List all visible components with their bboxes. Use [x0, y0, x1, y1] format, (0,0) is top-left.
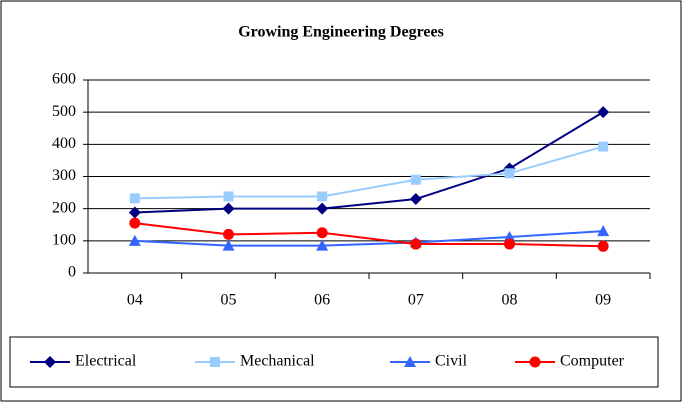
- marker: [316, 202, 329, 215]
- y-tick-label: 0: [68, 264, 76, 281]
- y-tick-label: 500: [52, 103, 76, 120]
- legend-label: Mechanical: [240, 353, 315, 370]
- marker: [222, 202, 235, 215]
- x-tick-label: 07: [408, 292, 424, 309]
- marker: [129, 217, 141, 229]
- series-line: [134, 222, 604, 248]
- marker: [597, 106, 610, 119]
- marker: [129, 193, 140, 204]
- marker: [128, 206, 141, 219]
- x-tick-label: 05: [221, 292, 237, 309]
- marker: [597, 225, 610, 237]
- y-tick-label: 400: [52, 135, 76, 152]
- marker: [316, 227, 328, 239]
- y-tick-label: 200: [52, 199, 76, 216]
- marker: [128, 234, 141, 246]
- marker: [223, 191, 234, 202]
- legend-box: [9, 336, 659, 388]
- x-tick-label: 09: [595, 292, 611, 309]
- x-tick-label: 04: [127, 292, 143, 309]
- series-line: [134, 230, 604, 247]
- marker: [598, 141, 609, 152]
- marker: [316, 239, 329, 251]
- marker: [410, 238, 422, 250]
- y-tick-label: 300: [52, 167, 76, 184]
- legend-label: Electrical: [75, 353, 137, 370]
- series-line: [134, 111, 604, 214]
- marker: [504, 238, 515, 250]
- series-line: [134, 145, 604, 200]
- legend-label: Computer: [560, 353, 625, 370]
- x-tick-label: 06: [314, 292, 330, 309]
- marker: [503, 230, 516, 242]
- marker: [409, 193, 422, 206]
- marker: [597, 240, 609, 252]
- marker: [410, 174, 421, 185]
- marker: [504, 168, 515, 179]
- marker: [210, 357, 220, 367]
- marker: [317, 191, 328, 202]
- legend-label: Civil: [435, 353, 468, 370]
- marker: [529, 356, 541, 368]
- marker: [44, 356, 56, 368]
- marker: [223, 228, 234, 240]
- y-tick-label: 600: [52, 71, 76, 88]
- marker: [222, 239, 235, 251]
- marker: [404, 356, 416, 367]
- y-tick-label: 100: [52, 232, 76, 249]
- x-tick-label: 08: [502, 292, 518, 309]
- chart-title: Growing Engineering Degrees: [238, 24, 444, 41]
